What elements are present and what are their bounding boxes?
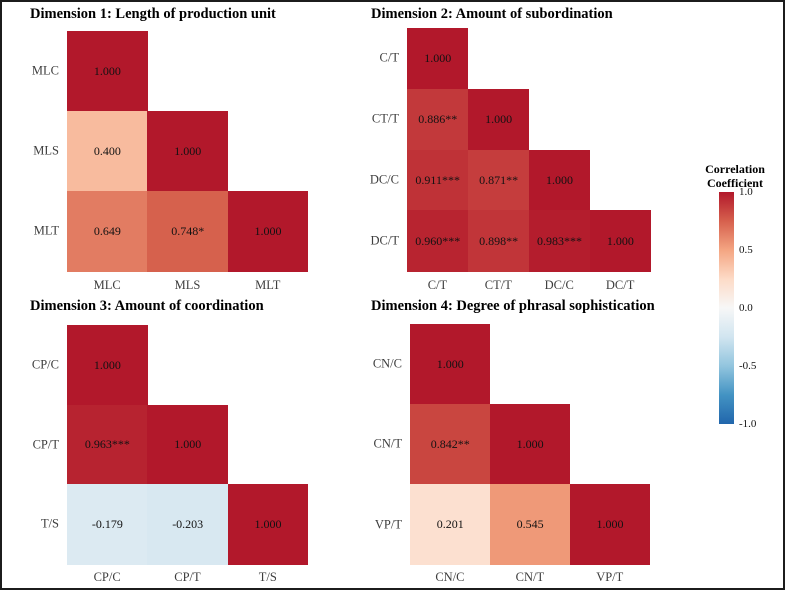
- cell-value: 0.911***: [415, 172, 460, 187]
- heatmap-cell-DC-T-C-T: 0.960***: [407, 210, 469, 272]
- cell-value: 0.898**: [479, 233, 519, 248]
- cell-value: 1.000: [516, 437, 544, 452]
- row-label-cn-t: CN/T: [373, 436, 402, 451]
- legend-tick-1.0: 1.0: [739, 186, 753, 198]
- col-label-cn-c: CN/C: [435, 570, 465, 584]
- heatmap-cell-CP-T-CP-C: 0.963***: [67, 404, 148, 485]
- heatmap-cell-C-T-C-T: 1.000: [407, 28, 469, 90]
- row-label-vp-t: VP/T: [374, 517, 402, 531]
- cell-value: 0.983***: [536, 233, 582, 248]
- cell-value: 0.649: [93, 223, 121, 238]
- heatmap-cell-MLT-MLS: 0.748*: [147, 191, 229, 272]
- row-label-dc-t: DC/T: [370, 233, 399, 248]
- heatmap-cell-VP-T-CN-C: 0.201: [410, 484, 491, 566]
- row-label-cp-c: CP/C: [31, 357, 59, 372]
- legend-tick--1.0: -1.0: [739, 418, 757, 430]
- panel-title-dim3: Dimension 3: Amount of coordination: [30, 298, 264, 314]
- cell-value: 1.000: [93, 63, 121, 78]
- row-label-mls: MLS: [33, 143, 59, 158]
- heatmap-cell-DC-C-CT-T: 0.871**: [467, 149, 530, 211]
- heatmap-cell-CT-T-C-T: 0.886**: [407, 88, 469, 151]
- col-label-cp-t: CP/T: [174, 570, 201, 584]
- heatmap-cell-CN-C-CN-C: 1.000: [410, 324, 491, 405]
- row-label-dc-c: DC/C: [369, 172, 399, 187]
- cell-value: 1.000: [436, 356, 464, 371]
- heatmap-cell-DC-C-DC-C: 1.000: [528, 149, 591, 211]
- panel-title-dim1: Dimension 1: Length of production unit: [30, 6, 276, 22]
- cell-value: 1.000: [596, 517, 624, 532]
- cell-value: 1.000: [606, 233, 634, 248]
- col-label-cp-c: CP/C: [93, 570, 121, 584]
- heatmap-cell-DC-T-CT-T: 0.898**: [467, 210, 530, 272]
- heatmap-cell-CP-C-CP-C: 1.000: [67, 325, 148, 406]
- heatmap-cell-CT-T-CT-T: 1.000: [467, 88, 530, 151]
- row-label-t-s: T/S: [40, 516, 59, 531]
- heatmap-cell-CN-T-CN-C: 0.842**: [410, 404, 491, 485]
- cell-value: 1.000: [174, 437, 202, 452]
- heatmap-cell-DC-T-DC-T: 1.000: [589, 210, 652, 272]
- cell-value: 0.963***: [84, 437, 130, 452]
- cell-value: 0.400: [93, 143, 121, 158]
- heatmap-cell-T-S-T-S: 1.000: [227, 484, 309, 565]
- cell-value: 1.000: [545, 172, 573, 187]
- col-label-ct-t: CT/T: [484, 278, 512, 292]
- col-label-cn-t: CN/T: [515, 570, 545, 584]
- row-label-c-t: C/T: [379, 50, 399, 65]
- col-label-dc-c: DC/C: [544, 278, 574, 292]
- legend-title-line2: Coefficient: [707, 175, 763, 190]
- cell-value: 1.000: [254, 516, 282, 531]
- cell-value: 0.960***: [415, 233, 461, 248]
- heatmap-cell-MLS-MLS: 1.000: [147, 111, 229, 192]
- col-label-dc-t: DC/T: [605, 278, 635, 292]
- heatmap-cell-VP-T-VP-T: 1.000: [569, 484, 651, 566]
- legend-title: Correlation Coefficient: [695, 162, 775, 190]
- row-label-cp-t: CP/T: [32, 437, 59, 452]
- heatmap-cell-DC-T-DC-C: 0.983***: [528, 210, 591, 272]
- col-label-mlc: MLC: [93, 278, 121, 292]
- heatmap-cell-MLT-MLT: 1.000: [227, 191, 309, 272]
- panel-title-dim2: Dimension 2: Amount of subordination: [371, 6, 613, 22]
- heatmap-cell-MLT-MLC: 0.649: [67, 191, 148, 272]
- col-label-t-s: T/S: [258, 570, 277, 584]
- cell-value: 1.000: [424, 51, 452, 66]
- heatmap-cell-T-S-CP-C: -0.179: [67, 484, 148, 565]
- col-label-mls: MLS: [174, 278, 201, 292]
- heatmap-cell-VP-T-CN-T: 0.545: [489, 484, 571, 566]
- col-label-mlt: MLT: [255, 278, 281, 292]
- cell-value: 1.000: [254, 223, 282, 238]
- cell-value: -0.203: [172, 516, 204, 531]
- legend-tick-0.0: 0.0: [739, 302, 753, 314]
- row-label-ct-t: CT/T: [371, 111, 399, 126]
- col-label-vp-t: VP/T: [596, 570, 624, 584]
- cell-value: 1.000: [174, 143, 202, 158]
- heatmap-cell-MLS-MLC: 0.400: [67, 111, 148, 192]
- cell-value: 0.201: [436, 517, 464, 532]
- cell-value: 0.886**: [418, 111, 458, 126]
- legend-tick-0.5: 0.5: [739, 244, 753, 256]
- heatmap-cell-CP-T-CP-T: 1.000: [147, 404, 229, 485]
- row-label-mlt: MLT: [33, 223, 59, 238]
- heatmap-cell-DC-C-C-T: 0.911***: [407, 149, 469, 211]
- cell-value: 0.842**: [430, 437, 470, 452]
- legend-tick--0.5: -0.5: [739, 360, 757, 372]
- cell-value: 1.000: [93, 357, 121, 372]
- heatmap-cell-CN-T-CN-T: 1.000: [489, 404, 571, 485]
- cell-value: -0.179: [91, 516, 123, 531]
- legend-colorbar: [719, 192, 734, 424]
- cell-value: 0.545: [516, 517, 544, 532]
- row-label-mlc: MLC: [31, 63, 59, 78]
- col-label-c-t: C/T: [427, 278, 448, 292]
- cell-value: 1.000: [485, 111, 513, 126]
- cell-value: 0.871**: [479, 172, 519, 187]
- legend-title-line1: Correlation: [705, 162, 765, 176]
- cell-value: 0.748*: [171, 223, 205, 238]
- panel-title-dim4: Dimension 4: Degree of phrasal sophistic…: [371, 298, 655, 314]
- heatmap-cell-T-S-CP-T: -0.203: [147, 484, 229, 565]
- heatmap-cell-MLC-MLC: 1.000: [67, 31, 148, 112]
- row-label-cn-c: CN/C: [372, 356, 402, 371]
